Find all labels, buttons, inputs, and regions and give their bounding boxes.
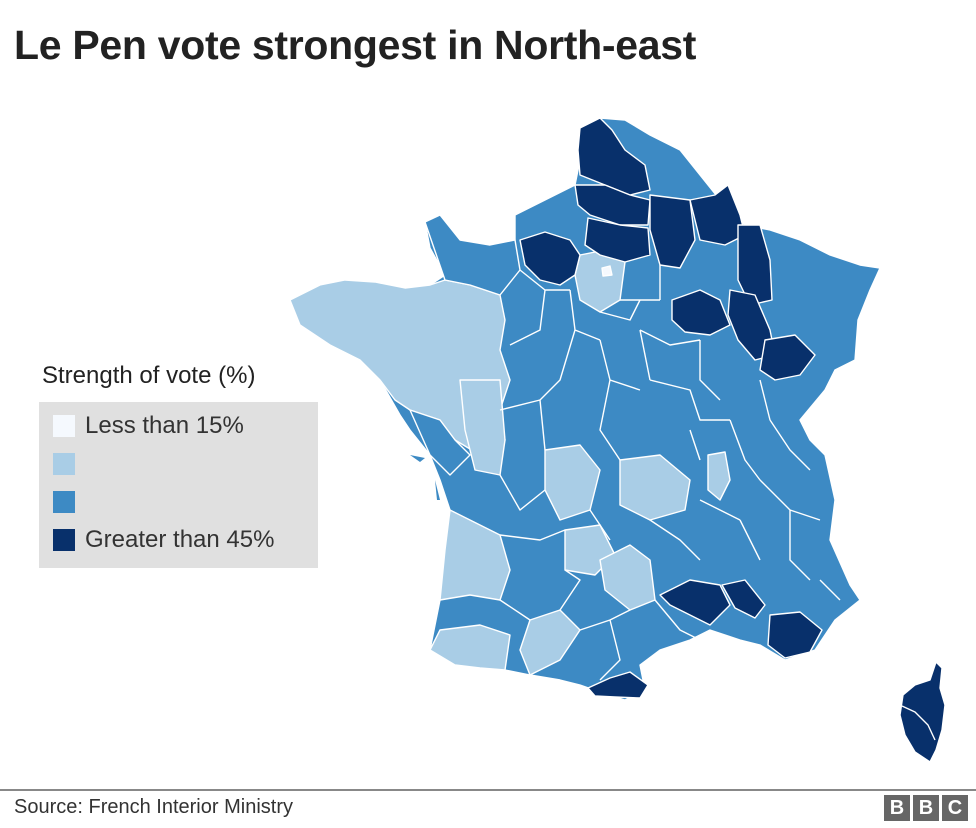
legend-label: Less than 15% bbox=[85, 412, 244, 439]
corsica-divider bbox=[901, 705, 936, 741]
legend-swatch-dark bbox=[53, 529, 75, 551]
legend-item-3 bbox=[53, 490, 85, 514]
bbc-logo-letter: B bbox=[884, 795, 910, 821]
region-corsica bbox=[899, 661, 946, 763]
region-haute-saone bbox=[759, 334, 816, 381]
legend-label: Greater than 45% bbox=[85, 526, 275, 553]
region-vendee bbox=[409, 409, 471, 476]
region-somme-oise bbox=[584, 217, 651, 263]
region-rhone bbox=[707, 451, 731, 501]
legend-item-lt15: Less than 15% bbox=[53, 412, 244, 439]
region-normandy-west bbox=[424, 214, 521, 296]
legend-swatch-light bbox=[53, 453, 75, 475]
region-meuse bbox=[737, 224, 773, 306]
source-note: Source: French Interior Ministry bbox=[14, 796, 293, 818]
legend-swatch-mid bbox=[53, 491, 75, 513]
legend-item-gt45: Greater than 45% bbox=[53, 526, 275, 553]
legend-swatch-lightest bbox=[53, 415, 75, 437]
region-aube bbox=[671, 289, 731, 336]
region-vaucluse bbox=[721, 579, 766, 619]
oleron bbox=[435, 480, 440, 500]
region-var bbox=[767, 611, 823, 659]
region-auvergne bbox=[619, 454, 691, 521]
footer-divider bbox=[0, 789, 976, 791]
legend: Less than 15% Greater than 45% bbox=[39, 402, 318, 568]
legend-item-2 bbox=[53, 452, 85, 476]
region-pyrenees-west bbox=[429, 624, 511, 671]
region-paris bbox=[601, 265, 613, 277]
chart-title: Le Pen vote strongest in North-east bbox=[14, 22, 697, 68]
region-brittany bbox=[289, 279, 511, 456]
bbc-logo-letter: B bbox=[913, 795, 939, 821]
region-nord bbox=[577, 117, 651, 196]
region-pyrenees-orientales bbox=[587, 671, 649, 699]
legend-title: Strength of vote (%) bbox=[42, 362, 256, 389]
ile-de-re bbox=[410, 455, 425, 462]
region-gard bbox=[659, 579, 731, 626]
region-pas-de-calais bbox=[574, 184, 651, 226]
bbc-logo-letter: C bbox=[942, 795, 968, 821]
region-eure bbox=[519, 231, 581, 286]
bbc-logo: B B C bbox=[884, 795, 968, 821]
